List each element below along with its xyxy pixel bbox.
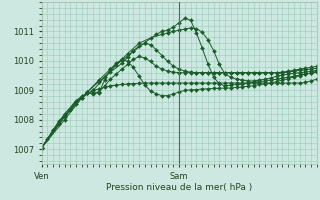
X-axis label: Pression niveau de la mer( hPa ): Pression niveau de la mer( hPa ): [106, 183, 252, 192]
